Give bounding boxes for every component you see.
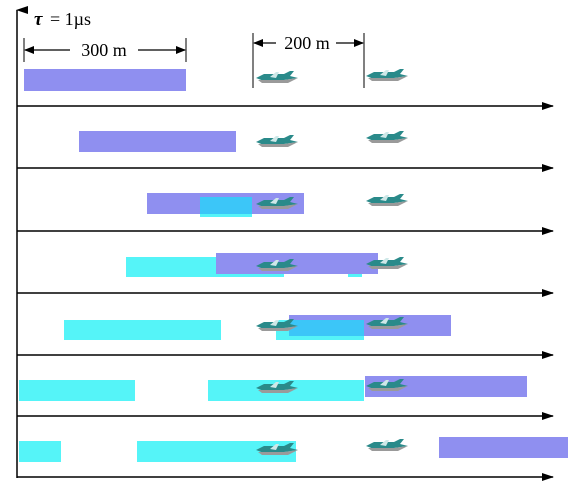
transmit-pulse (439, 437, 568, 458)
aircraft-icon (366, 439, 408, 451)
row-2 (17, 131, 554, 172)
aircraft-icon (256, 135, 298, 147)
row-3 (17, 193, 554, 235)
row-4 (17, 253, 554, 297)
transmit-pulse (365, 376, 527, 397)
echo-pulse (64, 320, 221, 340)
aircraft-icon (366, 194, 408, 206)
pulse-length-label: 300 m (81, 40, 127, 60)
aircraft-icon (366, 69, 408, 81)
row-7 (17, 437, 568, 481)
row-1 (17, 69, 554, 110)
echo-pulse (19, 441, 61, 462)
echo-pulse (137, 441, 296, 462)
row-5 (17, 315, 554, 359)
transmit-pulse (79, 131, 236, 152)
aircraft-icon (366, 131, 408, 143)
transmit-pulse (24, 69, 186, 91)
transmit-pulse (216, 253, 378, 274)
overlap-region (289, 320, 364, 336)
spacing-label: 200 m (284, 33, 330, 53)
tau-symbol: τ (34, 9, 43, 30)
tau-value: = 1µs (50, 9, 91, 29)
overlap-region (200, 197, 252, 214)
row-6 (17, 376, 554, 420)
echo-pulse (19, 380, 135, 401)
aircraft-icon (256, 71, 298, 83)
